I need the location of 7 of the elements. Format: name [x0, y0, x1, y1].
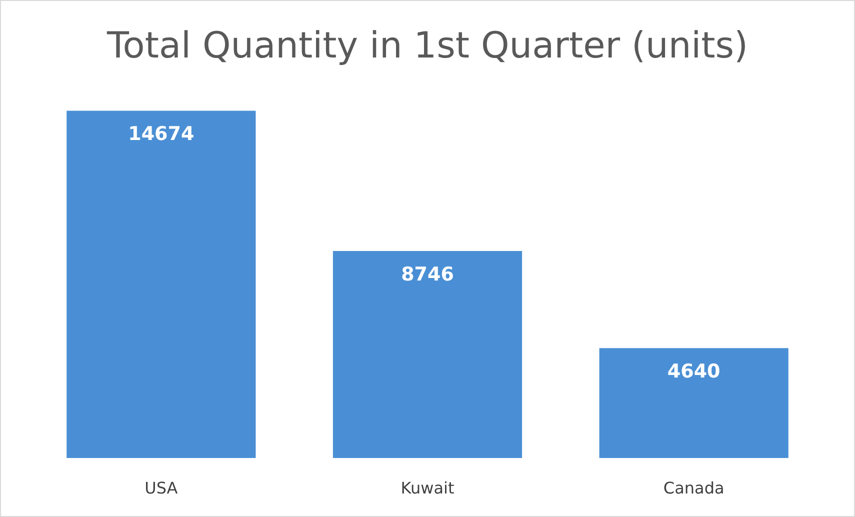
data-label: 4640 — [667, 360, 720, 383]
x-tick-label: USA — [144, 478, 178, 498]
x-tick-label: Kuwait — [400, 478, 454, 498]
x-tick-label: Canada — [663, 478, 724, 498]
data-label: 8746 — [401, 264, 454, 286]
data-label: 14674 — [128, 123, 194, 146]
chart-title: Total Quantity in 1st Quarter (units) — [106, 26, 748, 66]
